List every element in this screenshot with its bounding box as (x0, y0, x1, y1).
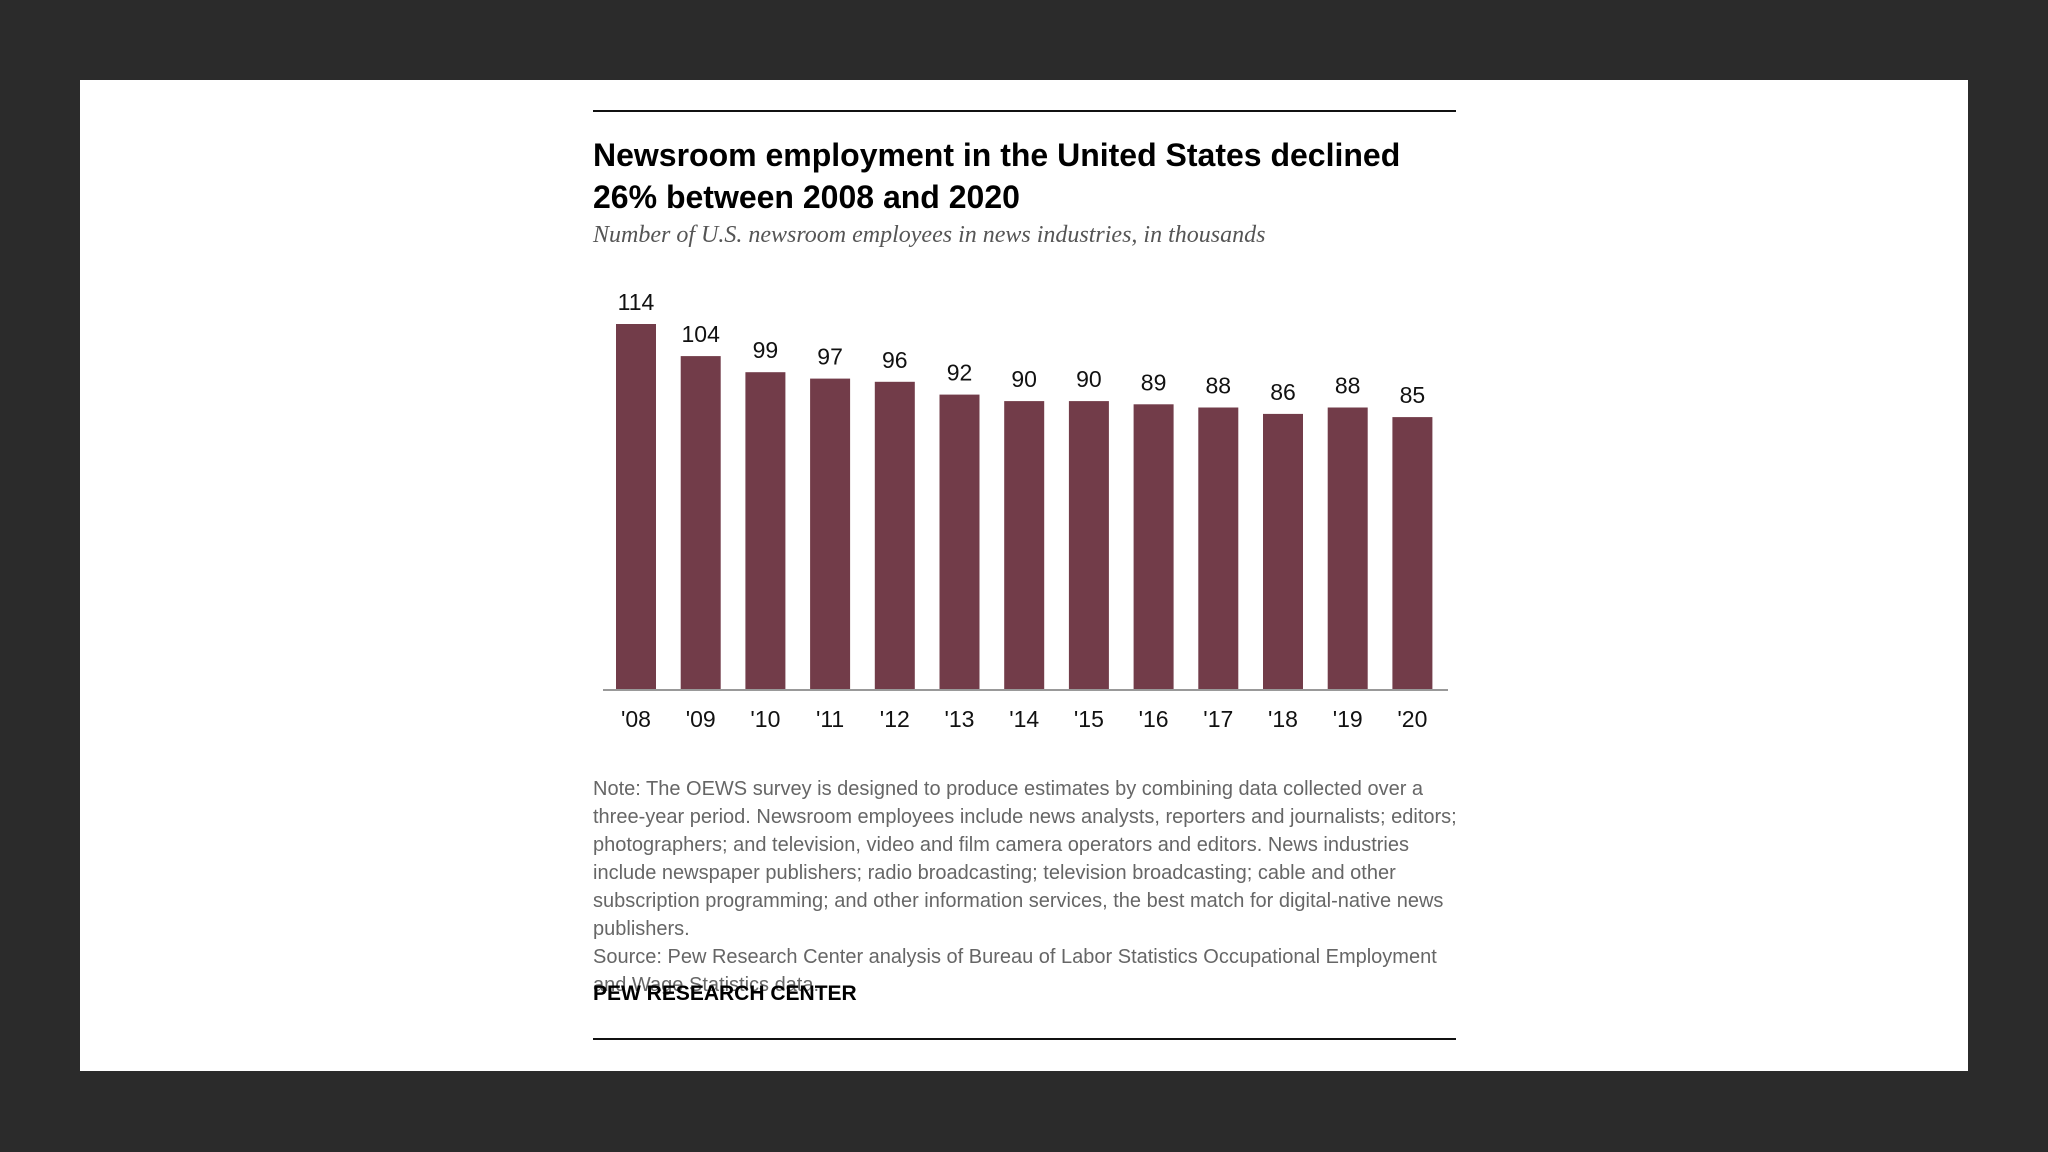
x-tick-label: '11 (816, 706, 844, 732)
top-rule (593, 110, 1456, 112)
source-text: Source: Pew Research Center analysis of … (593, 946, 1437, 996)
value-label: 88 (1206, 373, 1232, 399)
value-label: 86 (1270, 379, 1296, 405)
value-label: 96 (882, 347, 908, 373)
value-labels-group: 114 104 99 97 96 92 90 90 89 88 86 88 85 (618, 289, 1426, 408)
x-tick-label: '19 (1333, 706, 1363, 732)
x-tick-label: '14 (1009, 706, 1039, 732)
bars-group (616, 324, 1433, 690)
x-tick-label: '09 (686, 706, 716, 732)
bar-chart: 114 104 99 97 96 92 90 90 89 88 86 88 85 '08 '09 '10 '1… (603, 289, 1448, 732)
x-tick-label: '12 (880, 706, 910, 732)
x-tick-label: '08 (621, 706, 651, 732)
chart-title: Newsroom employment in the United States… (593, 137, 1401, 215)
value-label: 90 (1011, 366, 1037, 392)
bar-14 (1004, 401, 1045, 690)
chart-subtitle: Number of U.S. newsroom employees in new… (593, 222, 1266, 248)
value-label: 90 (1076, 366, 1102, 392)
value-label: 85 (1400, 382, 1426, 408)
x-tick-label: '15 (1074, 706, 1104, 732)
value-label: 88 (1335, 373, 1361, 399)
bar-08 (616, 324, 656, 690)
note-text: Note: The OEWS survey is designed to pro… (593, 778, 1457, 940)
bar-19 (1327, 407, 1368, 690)
bar-12 (874, 381, 915, 690)
x-tick-labels-group: '08 '09 '10 '11 '12 '13 '14 '15 '16 '17 '18 '19 '20 (621, 706, 1427, 732)
bar-16 (1133, 404, 1174, 690)
x-tick-label: '18 (1268, 706, 1298, 732)
bar-11 (810, 378, 851, 690)
bar-09 (680, 356, 721, 690)
bottom-rule (593, 1038, 1456, 1040)
brand-wordmark: PEW RESEARCH CENTER (593, 982, 857, 1005)
bar-13 (939, 394, 980, 690)
value-label: 104 (682, 321, 721, 347)
bar-18 (1263, 413, 1303, 690)
x-tick-label: '16 (1139, 706, 1169, 732)
bar-17 (1198, 407, 1239, 690)
value-label: 114 (618, 289, 655, 315)
chart-notes: Note: The OEWS survey is designed to pro… (593, 775, 1463, 999)
slide-canvas: Newsroom employment in the United States… (80, 80, 1968, 1071)
x-tick-label: '20 (1397, 706, 1427, 732)
value-label: 97 (817, 344, 843, 370)
value-label: 99 (753, 337, 779, 363)
x-tick-label: '13 (945, 706, 975, 732)
bar-15 (1068, 401, 1109, 690)
value-label: 92 (947, 360, 973, 386)
bar-10 (745, 372, 786, 690)
bar-20 (1392, 417, 1433, 690)
value-label: 89 (1141, 369, 1167, 395)
x-tick-label: '17 (1203, 706, 1233, 732)
x-tick-label: '10 (750, 706, 780, 732)
